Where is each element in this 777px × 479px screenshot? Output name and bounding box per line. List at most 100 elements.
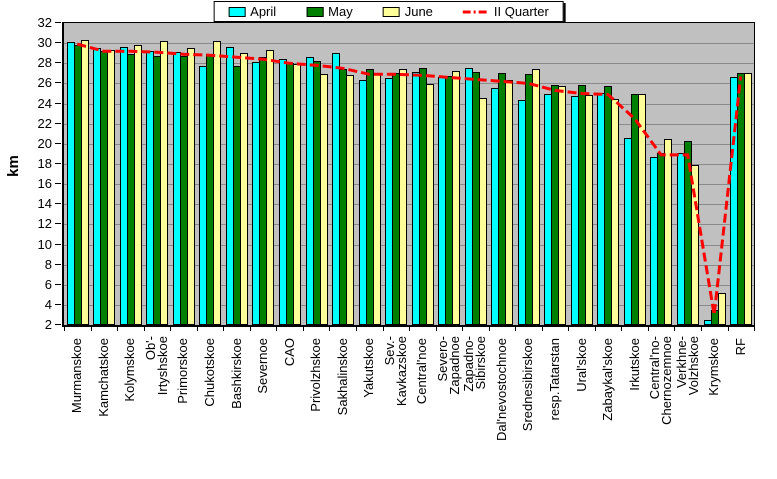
y-tick-label: 16	[37, 176, 52, 192]
legend-item-may: May	[306, 4, 353, 19]
legend-label: II Quarter	[493, 4, 549, 19]
x-axis-label-text: Srednesibirskoe	[520, 338, 536, 432]
y-tick-label: 2	[44, 317, 52, 332]
x-axis-label-text: Primorskoe	[175, 338, 191, 404]
gridline	[64, 184, 754, 186]
x-tick-mark	[700, 327, 702, 331]
x-axis-label: RF	[733, 336, 752, 355]
bar-group-2	[117, 23, 144, 325]
bar-june	[133, 45, 142, 325]
y-tick-label: 26	[37, 75, 52, 91]
legend-label: April	[250, 4, 277, 19]
bar-group-19	[568, 23, 595, 325]
y-tick-mark	[55, 42, 61, 44]
x-tick-mark	[674, 327, 676, 331]
bar-group-25	[727, 23, 754, 325]
legend-label: May	[328, 4, 353, 19]
x-axis-label-text: Bashkirskoe	[228, 338, 244, 409]
y-tick-label: 20	[37, 135, 52, 151]
y-tick-label: 4	[44, 296, 52, 312]
bar-june	[637, 93, 646, 325]
bar-group-0	[64, 23, 91, 325]
gridline	[64, 304, 754, 306]
bar-group-15	[462, 23, 489, 325]
bar-june	[266, 50, 275, 325]
gridline	[64, 103, 754, 105]
bar-group-14	[435, 23, 462, 325]
gridline	[64, 63, 754, 65]
y-tick-label: 8	[44, 256, 52, 272]
bar-group-4	[170, 23, 197, 325]
legend-swatch	[382, 6, 400, 17]
x-tick-mark	[409, 327, 410, 331]
x-tick-mark	[64, 327, 65, 331]
bar-june	[213, 41, 222, 325]
x-tick-mark	[647, 327, 649, 331]
x-axis-label-text: Zapadno- Sibirskoe	[461, 336, 489, 392]
x-axis-label-text: Chukotskoe	[202, 338, 217, 407]
x-tick-mark	[276, 327, 278, 331]
x-axis-label-text: Zabaykal'skoe	[600, 338, 615, 421]
y-tick-mark	[55, 263, 61, 265]
y-tick-label: 30	[37, 35, 52, 51]
bar-group-5	[197, 23, 224, 325]
x-tick-mark	[382, 327, 384, 331]
bar-group-20	[595, 23, 622, 325]
x-tick-mark	[170, 327, 172, 331]
bar-group-17	[515, 23, 542, 325]
bar-group-24	[701, 23, 728, 325]
bar-june	[664, 138, 673, 325]
y-tick-mark	[55, 203, 61, 205]
bar-group-8	[276, 23, 303, 325]
bar-group-6	[223, 23, 250, 325]
y-tick-mark	[55, 82, 61, 84]
x-axis-label-text: Kolymskoe	[122, 338, 138, 402]
legend-item-april: April	[228, 4, 276, 19]
y-tick-mark	[55, 283, 61, 285]
y-tick-label: 18	[37, 155, 52, 171]
y-tick-label: 24	[37, 95, 52, 111]
y-tick-mark	[55, 183, 61, 185]
gridline	[64, 244, 754, 246]
plot-area	[62, 22, 755, 327]
y-tick-mark	[55, 223, 61, 225]
legend-swatch	[306, 6, 324, 17]
bar-june	[531, 69, 540, 325]
x-axis-label-text: RF	[732, 338, 748, 356]
x-tick-mark	[594, 327, 596, 331]
x-axis-label-text: Krymskoe	[706, 338, 722, 396]
bar-june	[346, 75, 355, 325]
x-axis-label-text: Central'noe	[414, 338, 430, 405]
bar-group-18	[542, 23, 569, 325]
gridline	[64, 284, 754, 286]
bar-group-11	[356, 23, 383, 325]
bar-june	[425, 84, 434, 325]
bar-group-22	[648, 23, 675, 325]
y-tick-label: 28	[37, 55, 52, 71]
legend-line-sample	[462, 10, 489, 13]
y-tick-label: 22	[37, 115, 52, 131]
bar-group-3	[144, 23, 171, 325]
legend: April May June II Quarter	[213, 1, 564, 22]
bar-june	[452, 71, 461, 325]
legend-label: June	[404, 4, 433, 19]
gridline	[64, 224, 754, 226]
legend-item-ii-quarter: II Quarter	[462, 4, 549, 19]
x-axis-label-text: Central'no- Chernozemnoe	[647, 336, 675, 425]
y-tick-label: 10	[37, 236, 52, 252]
bar-group-9	[303, 23, 330, 325]
x-tick-mark	[143, 327, 145, 331]
x-axis-label-text: Ural'skoe	[573, 338, 589, 392]
x-tick-mark	[249, 327, 251, 331]
bar-group-16	[489, 23, 516, 325]
bar-june	[558, 86, 567, 325]
x-tick-mark	[302, 327, 304, 331]
y-tick-label: 32	[37, 15, 52, 30]
y-tick-mark	[55, 162, 61, 164]
x-tick-mark	[90, 327, 92, 331]
x-axis-label-text: Dal'nevostochnoe	[493, 338, 509, 441]
bar-june	[399, 69, 408, 325]
bar-june	[690, 165, 699, 325]
bar-group-23	[674, 23, 701, 325]
x-tick-mark	[355, 327, 357, 331]
